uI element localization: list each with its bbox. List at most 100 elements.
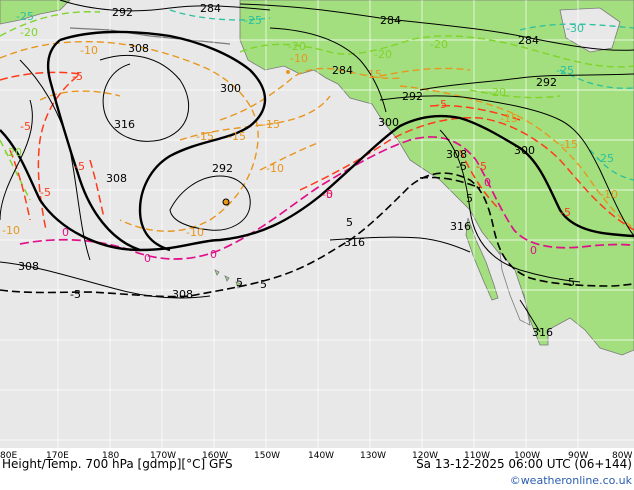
lon-label: 170W xyxy=(150,451,176,461)
height-label: 292 xyxy=(212,162,233,175)
temp-label: -5 xyxy=(74,160,85,173)
temp-label: 5 xyxy=(466,192,473,205)
temp-label: -5 xyxy=(20,120,31,133)
temp-label: -20 xyxy=(288,40,306,53)
lon-label: 170E xyxy=(46,451,69,461)
height-label: 308 xyxy=(18,260,39,273)
gulf-water xyxy=(499,250,531,326)
lon-label: 120W xyxy=(412,451,438,461)
temp-label: -20 xyxy=(488,86,506,99)
temp-label: -25 xyxy=(16,10,34,23)
lon-label: 90W xyxy=(568,451,588,461)
temp-label: -10 xyxy=(290,52,308,65)
temp-label: -10 xyxy=(266,162,284,175)
lon-label: 180 xyxy=(102,451,119,461)
temp-label: -5 xyxy=(322,188,333,201)
temp-label: -5 xyxy=(72,70,83,83)
temp-label: -30 xyxy=(566,22,584,35)
height-label: 308 xyxy=(106,172,127,185)
height-label: 284 xyxy=(200,2,221,15)
temp-label: 0 xyxy=(484,176,491,189)
minor-center-marker xyxy=(286,70,290,74)
temp-label: -5 xyxy=(70,288,81,301)
height-label: 292 xyxy=(402,90,423,103)
aleutian-islands xyxy=(69,27,231,45)
temp-label: 5 xyxy=(346,216,353,229)
height-label: 316 xyxy=(344,236,365,249)
temp-label: -15 xyxy=(262,118,280,131)
temp-label: -20 xyxy=(374,48,392,61)
temp-label: -25 xyxy=(596,152,614,165)
credit-text: ©weatheronline.co.uk xyxy=(510,474,633,487)
temp-label: 5 xyxy=(236,276,243,289)
temp-labels-very-cold: -25 -25 -30 -25 -25 xyxy=(16,10,614,165)
height-label: 316 xyxy=(450,220,471,233)
temp-label: -20 xyxy=(4,146,22,159)
lon-label: 80E xyxy=(0,451,17,461)
temp-label: 5 xyxy=(260,278,267,291)
temp-labels-warm: -5 -5 -5 -5 -5 -5 -5 -5 xyxy=(20,70,571,219)
temp-contours-black-five xyxy=(0,172,634,298)
lon-label: 160W xyxy=(202,451,228,461)
temp-label: 0 xyxy=(210,248,217,261)
temp-label: -5 xyxy=(476,160,487,173)
height-label: 308 xyxy=(446,148,467,161)
height-label: 300 xyxy=(378,116,399,129)
height-label: 292 xyxy=(536,76,557,89)
temp-label: -25 xyxy=(556,64,574,77)
temp-label: -15 xyxy=(196,130,214,143)
siberia-land xyxy=(0,0,71,25)
height-label: 284 xyxy=(332,64,353,77)
height-label: 284 xyxy=(380,14,401,27)
temp-labels-cool: -10 -10 -15 -15 -15 -15 -10 -10 -10 -15 … xyxy=(2,44,618,239)
height-label: 308 xyxy=(172,288,193,301)
temp-label: -15 xyxy=(228,130,246,143)
temp-contours-very-cold xyxy=(169,9,634,181)
low-center-marker xyxy=(222,198,230,206)
temp-label: -10 xyxy=(80,44,98,57)
temp-label: 0 xyxy=(144,252,151,265)
lon-label: 110W xyxy=(464,451,490,461)
height-contours xyxy=(0,0,634,333)
temp-label: -5 xyxy=(436,98,447,111)
lon-label: 140W xyxy=(308,451,334,461)
lon-axis-labels: 80E 170E 180 170W 160W 150W 140W 130W 12… xyxy=(0,451,632,461)
temp-label: 5 xyxy=(568,276,575,289)
lon-label: 130W xyxy=(360,451,386,461)
temp-label: -5 xyxy=(40,186,51,199)
hawaii-islands xyxy=(214,269,242,289)
lat-lon-grid xyxy=(0,0,634,448)
height-label: 300 xyxy=(220,82,241,95)
map-title: Height/Temp. 700 hPa [gdmp][°C] GFS xyxy=(2,457,233,471)
height-label: 308 xyxy=(128,42,149,55)
temp-label: 0 xyxy=(62,226,69,239)
temp-label: 0 xyxy=(326,188,333,201)
temp-label: -10 xyxy=(2,224,20,237)
hudson-bay-water xyxy=(559,7,621,53)
height-label: 316 xyxy=(114,118,135,131)
height-label: 284 xyxy=(518,34,539,47)
temp-label: 0 xyxy=(530,244,537,257)
temp-label: -20 xyxy=(20,26,38,39)
footer-strip xyxy=(0,448,634,490)
temp-label: -20 xyxy=(430,38,448,51)
temp-contours-cool xyxy=(0,40,634,232)
height-label: 292 xyxy=(112,6,133,19)
temp-label: -5 xyxy=(456,160,467,173)
height-label: 316 xyxy=(532,326,553,339)
temp-labels-black-five: 5 5 5 -5 5 5 -5 xyxy=(70,160,575,301)
temp-label: -15 xyxy=(364,68,382,81)
lon-label: 80W xyxy=(612,451,632,461)
height-label: 300 xyxy=(514,144,535,157)
temp-label: -10 xyxy=(186,226,204,239)
height-labels: 292 284 308 300 316 308 292 284 284 292 … xyxy=(18,2,557,339)
temp-labels-cold: -20 -20 -20 -20 -20 -20 xyxy=(4,26,506,159)
temp-labels-zero: 0 0 0 0 0 0 xyxy=(62,176,537,265)
temp-label: -25 xyxy=(244,14,262,27)
lon-label: 100W xyxy=(514,451,540,461)
temp-label: -10 xyxy=(600,188,618,201)
temp-contours-zero xyxy=(19,136,634,260)
valid-time: Sa 13-12-2025 06:00 UTC (06+144) xyxy=(416,457,632,471)
temp-label: -15 xyxy=(560,138,578,151)
